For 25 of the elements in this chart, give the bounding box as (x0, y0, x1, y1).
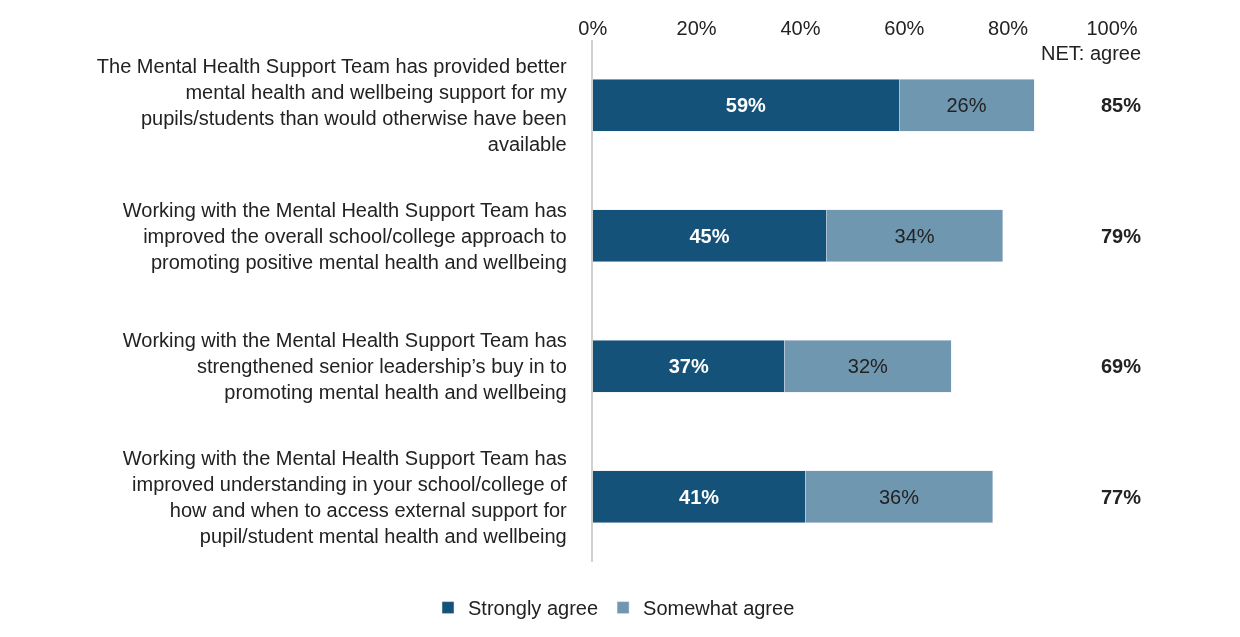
x-tick-label: 20% (676, 17, 717, 39)
data-label: 37% (668, 355, 709, 378)
annotation: 85% (1101, 94, 1142, 116)
legend-label: Strongly agree (468, 597, 599, 620)
y-tick-label: Working with the Mental Health Support Team has improved understanding in your school/college of how and when to access external support for pupil/student mental health and wellbeing (122, 446, 568, 547)
y-tick-label: Working with the Mental Health Support Team has strengthened senior leadership’s buy in to promoting mental health and wellbeing (122, 329, 567, 404)
y-tick-label: The Mental Health Support Team has provided better mental health and wellbeing support for my pupils/students than would otherwise have been available (96, 55, 568, 156)
x-tick-label: 40% (780, 17, 821, 39)
y-tick-label: Working with the Mental Health Support Team has improved the overall school/college approach to promoting positive mental health and wellbeing (122, 198, 567, 273)
annotation: 77% (1101, 486, 1142, 508)
annotation: NET: agree (1041, 42, 1142, 64)
data-label: 26% (946, 94, 987, 117)
x-tick-label: 100% (1086, 17, 1138, 39)
data-label: 34% (894, 224, 935, 247)
data-label: 36% (878, 485, 920, 508)
annotation: 69% (1101, 355, 1142, 377)
legend-label: Somewhat agree (643, 597, 795, 620)
annotation: 79% (1101, 225, 1142, 247)
x-tick-label: 60% (884, 17, 925, 39)
x-tick-label: 80% (988, 17, 1029, 39)
data-label: 41% (679, 485, 720, 508)
data-label: 45% (689, 224, 730, 247)
data-label: 59% (725, 94, 767, 117)
data-label: 32% (847, 355, 889, 378)
x-tick-label: 0% (578, 17, 608, 39)
